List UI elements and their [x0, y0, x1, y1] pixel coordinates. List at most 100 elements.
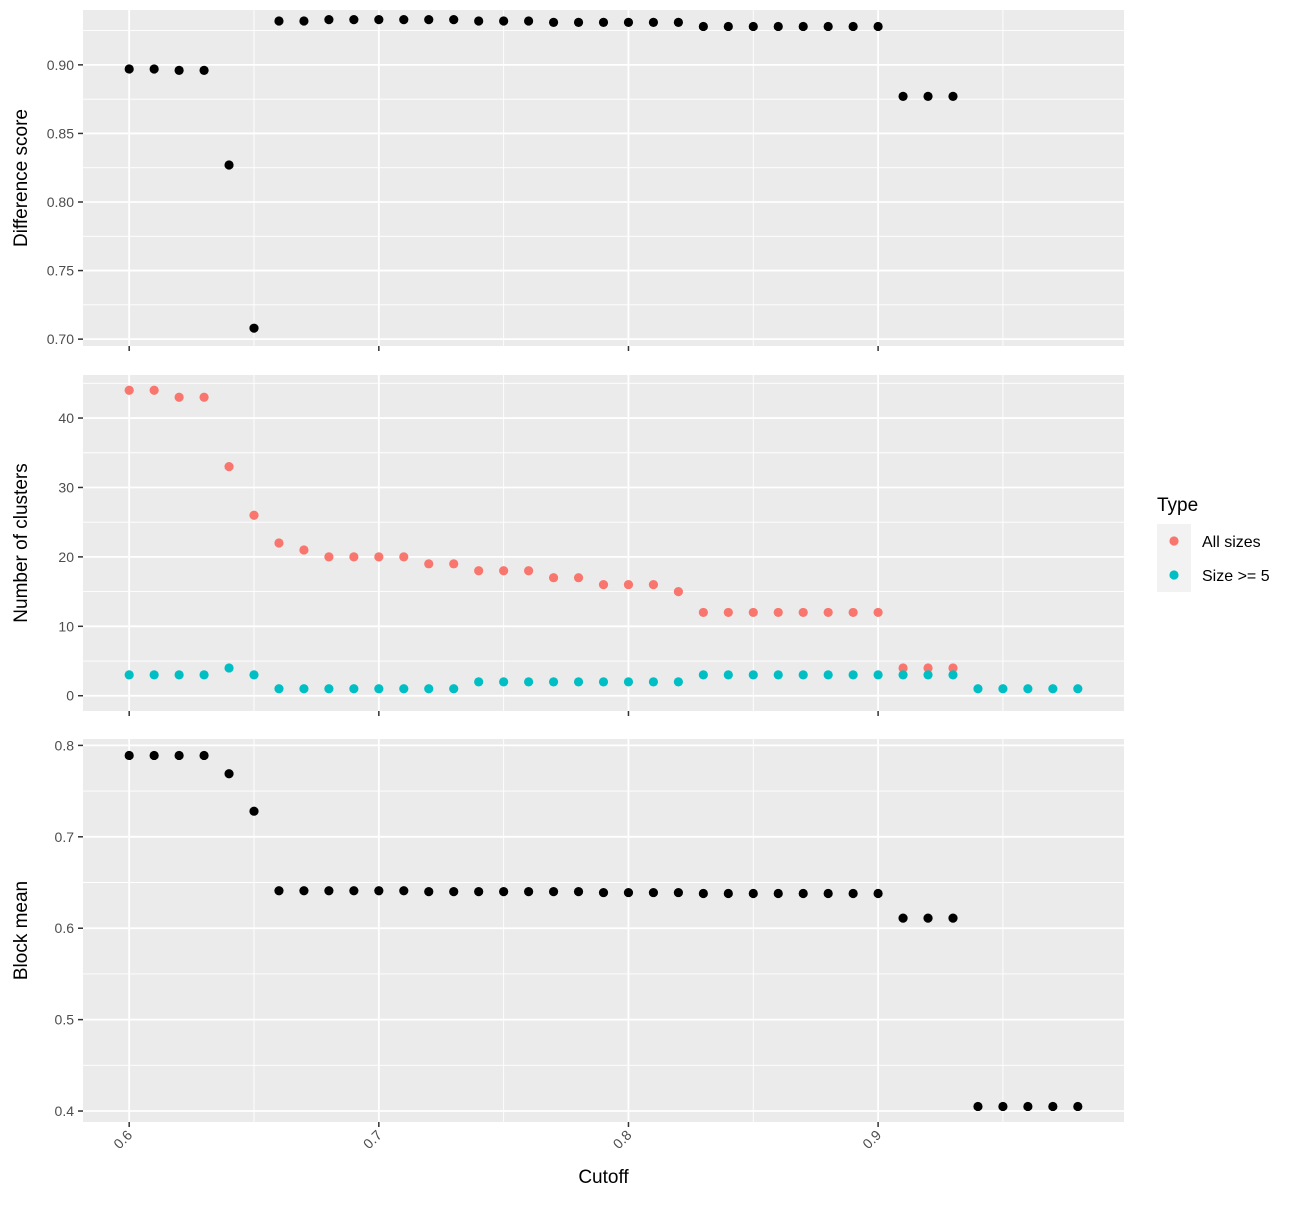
data-point-clusters-series1	[1048, 684, 1058, 694]
data-point-blockmean-series0	[349, 886, 359, 896]
data-point-blockmean-series0	[474, 887, 484, 897]
y-tick-label: 0.80	[47, 194, 74, 210]
data-point-clusters-series1	[1073, 684, 1083, 694]
data-point-difference-series0	[873, 21, 883, 32]
data-point-clusters-series1	[224, 663, 234, 673]
data-point-clusters-series0	[424, 559, 434, 569]
y-tick-label: 40	[58, 410, 74, 426]
data-point-blockmean-series0	[773, 888, 783, 899]
data-point-clusters-series1	[848, 670, 858, 680]
x-tick-label: 0.6	[110, 1127, 135, 1152]
y-axis-title-clusters: Number of clusters	[11, 463, 32, 622]
data-point-clusters-series1	[299, 684, 309, 694]
data-point-clusters-series0	[698, 607, 708, 618]
data-point-clusters-series1	[998, 684, 1008, 694]
data-point-clusters-series1	[923, 670, 933, 680]
y-tick-label: 0.90	[47, 57, 74, 73]
data-point-clusters-series0	[124, 385, 134, 395]
data-point-clusters-series1	[648, 677, 659, 687]
y-tick-label: 0.85	[47, 125, 74, 141]
y-tick-label: 10	[58, 618, 74, 634]
panel-background-clusters	[83, 375, 1124, 711]
data-point-blockmean-series0	[399, 886, 409, 896]
x-tick-label: 0.8	[610, 1127, 635, 1152]
y-axis-title-difference: Difference score	[11, 109, 32, 247]
data-point-blockmean-series0	[648, 887, 659, 898]
data-point-clusters-series0	[898, 663, 908, 673]
data-point-clusters-series0	[798, 607, 808, 618]
y-axis-title-blockmean: Block mean	[11, 881, 32, 980]
data-point-blockmean-series0	[998, 1101, 1008, 1112]
data-point-blockmean-series0	[299, 886, 309, 896]
data-point-clusters-series0	[673, 586, 683, 597]
data-point-clusters-series0	[848, 607, 858, 618]
data-point-difference-series0	[124, 64, 134, 74]
data-point-difference-series0	[798, 21, 808, 32]
data-point-blockmean-series0	[898, 913, 908, 923]
data-point-clusters-series0	[224, 462, 234, 472]
data-point-difference-series0	[449, 15, 459, 25]
data-point-difference-series0	[324, 15, 334, 25]
data-point-clusters-series0	[723, 607, 733, 618]
data-point-clusters-series0	[948, 663, 958, 673]
data-point-clusters-series0	[573, 573, 584, 583]
data-point-clusters-series1	[823, 670, 833, 680]
panel-background-blockmean	[83, 739, 1124, 1122]
data-point-clusters-series0	[249, 510, 259, 520]
data-point-clusters-series0	[499, 566, 509, 576]
data-point-difference-series0	[898, 91, 908, 101]
data-point-blockmean-series0	[948, 913, 958, 923]
data-point-blockmean-series0	[524, 887, 534, 897]
data-point-blockmean-series0	[124, 750, 134, 761]
data-point-clusters-series0	[324, 552, 334, 562]
legend-key-marker	[1169, 536, 1179, 546]
data-point-difference-series0	[149, 64, 159, 74]
data-point-blockmean-series0	[149, 750, 159, 761]
data-point-clusters-series0	[349, 552, 359, 562]
data-point-clusters-series0	[524, 566, 534, 576]
data-point-clusters-series0	[149, 385, 159, 395]
data-point-clusters-series0	[923, 663, 933, 673]
data-point-clusters-series0	[299, 545, 309, 555]
data-point-blockmean-series0	[424, 887, 434, 897]
data-point-difference-series0	[548, 17, 559, 27]
data-point-blockmean-series0	[923, 913, 933, 923]
data-point-difference-series0	[224, 160, 234, 170]
y-tick-label: 0.6	[55, 920, 75, 936]
data-point-difference-series0	[274, 16, 284, 26]
y-tick-label: 0.8	[55, 737, 75, 753]
data-point-difference-series0	[399, 15, 409, 25]
legend-label: All sizes	[1202, 534, 1261, 551]
data-point-clusters-series1	[324, 684, 334, 694]
data-point-blockmean-series0	[973, 1101, 983, 1112]
data-point-clusters-series1	[748, 670, 758, 680]
data-point-difference-series0	[648, 17, 659, 27]
data-point-clusters-series1	[449, 684, 459, 694]
data-point-clusters-series0	[374, 552, 384, 562]
data-point-clusters-series1	[898, 670, 908, 680]
data-point-clusters-series1	[673, 677, 683, 687]
data-point-clusters-series1	[973, 684, 983, 694]
data-point-blockmean-series0	[873, 888, 883, 899]
data-point-blockmean-series0	[723, 888, 733, 899]
y-tick-label: 0.70	[47, 331, 74, 347]
data-point-clusters-series1	[274, 684, 284, 694]
data-point-clusters-series1	[424, 684, 434, 694]
data-point-clusters-series0	[199, 392, 209, 402]
data-point-clusters-series1	[723, 670, 733, 680]
data-point-blockmean-series0	[499, 887, 509, 897]
data-point-difference-series0	[524, 16, 534, 26]
data-point-clusters-series1	[798, 670, 808, 680]
y-tick-label: 0.4	[55, 1103, 75, 1119]
data-point-clusters-series1	[174, 670, 184, 680]
legend-key-marker	[1169, 570, 1179, 580]
data-point-clusters-series1	[698, 670, 708, 680]
data-point-difference-series0	[848, 21, 858, 32]
data-point-clusters-series0	[598, 580, 609, 590]
data-point-clusters-series0	[873, 607, 883, 618]
data-point-blockmean-series0	[573, 887, 584, 897]
data-point-difference-series0	[349, 15, 359, 25]
data-point-blockmean-series0	[1048, 1101, 1058, 1112]
